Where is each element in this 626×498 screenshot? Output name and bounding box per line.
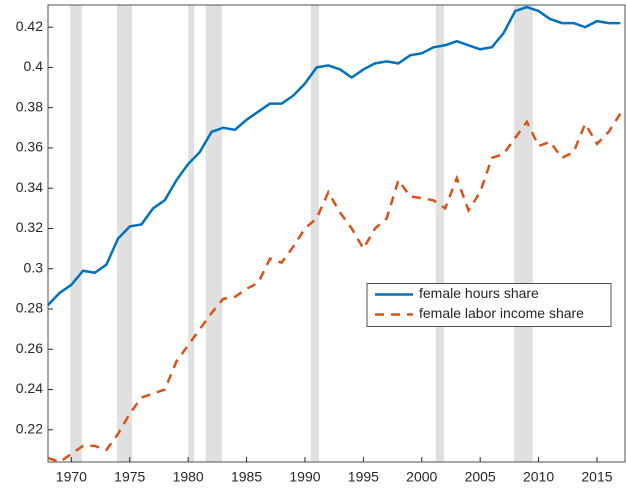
y-tick-label: 0.24 xyxy=(16,380,43,396)
y-tick-label: 0.28 xyxy=(16,300,43,316)
recession-band xyxy=(310,5,319,462)
series-line xyxy=(47,5,621,306)
x-tick-label: 2000 xyxy=(406,469,437,485)
x-tick-label: 1995 xyxy=(348,469,379,485)
y-tick-label: 0.34 xyxy=(16,179,43,195)
recession-band xyxy=(205,5,223,462)
legend-label: female hours share xyxy=(419,285,539,301)
x-tick-label: 1970 xyxy=(56,469,87,485)
y-tick-label: 0.4 xyxy=(24,58,44,74)
y-tick-label: 0.32 xyxy=(16,219,43,235)
x-tick-label: 2015 xyxy=(581,469,612,485)
recession-band xyxy=(70,5,82,462)
x-tick-label: 1990 xyxy=(289,469,320,485)
legend-label: female labor income share xyxy=(419,305,584,321)
recession-band xyxy=(188,5,195,462)
series-line xyxy=(47,113,622,464)
y-tick-label: 0.38 xyxy=(16,98,43,114)
x-tick-label: 2005 xyxy=(465,469,496,485)
x-tick-label: 2010 xyxy=(523,469,554,485)
y-tick-label: 0.36 xyxy=(16,139,43,155)
recession-band xyxy=(514,5,533,462)
x-tick-label: 1980 xyxy=(173,469,204,485)
recession-band xyxy=(435,5,444,462)
y-tick-label: 0.3 xyxy=(24,259,44,275)
plot-frame xyxy=(47,4,626,463)
legend-box xyxy=(366,283,612,327)
x-tick-label: 1975 xyxy=(114,469,145,485)
x-tick-label: 1985 xyxy=(231,469,262,485)
y-tick-label: 0.42 xyxy=(16,18,43,34)
y-tick-label: 0.22 xyxy=(16,420,43,436)
y-tick-label: 0.26 xyxy=(16,340,43,356)
